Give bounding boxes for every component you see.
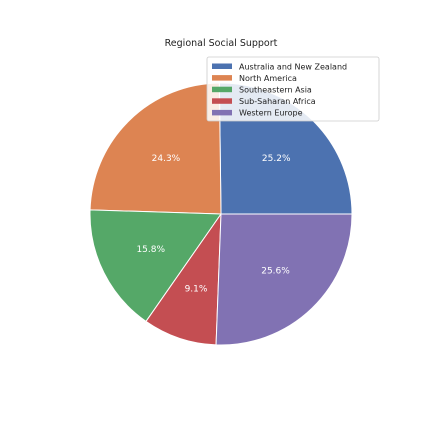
slice-label-australia-and-new-zealand: 25.2% (262, 154, 291, 164)
pie-slices (89, 82, 353, 346)
legend-label-southeastern-asia: Southeastern Asia (239, 86, 312, 95)
legend: Australia and New Zealand North America So… (206, 56, 380, 122)
legend-swatch-sub-saharan-africa (212, 98, 232, 104)
legend-label-north-america: North America (239, 74, 297, 83)
slice-labels: 25.2% 24.3% 15.8% 9.1% 25.6% (136, 154, 291, 295)
legend-swatch-southeastern-asia (212, 86, 232, 93)
slice-label-southeastern-asia: 15.8% (136, 245, 165, 255)
slice-label-north-america: 24.3% (152, 154, 181, 164)
legend-label-australia-and-new-zealand: Australia and New Zealand (239, 62, 347, 71)
legend-label-western-europe: Western Europe (239, 109, 303, 118)
pie-slice-north-america (89, 82, 222, 215)
legend-swatch-australia-and-new-zealand (212, 63, 232, 69)
legend-swatch-north-america (212, 75, 232, 81)
chart-title: Regional Social Support (165, 38, 278, 49)
slice-label-western-europe: 25.6% (261, 267, 290, 277)
pie-slice-southeastern-asia (89, 209, 222, 323)
legend-label-sub-saharan-africa: Sub-Saharan Africa (239, 97, 316, 106)
legend-swatch-western-europe (212, 109, 232, 116)
legend-box (206, 56, 380, 122)
slice-label-sub-saharan-africa: 9.1% (185, 285, 208, 295)
pie-slice-western-europe (215, 213, 353, 346)
